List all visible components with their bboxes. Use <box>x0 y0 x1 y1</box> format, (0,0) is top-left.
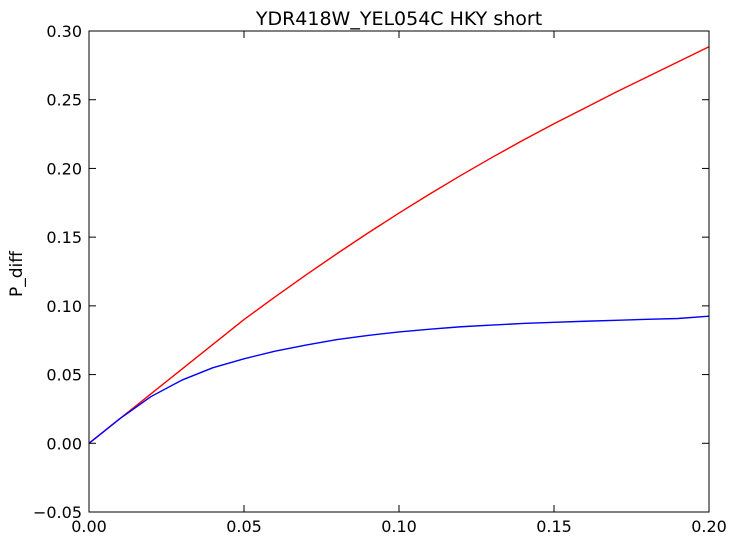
tick-labels-layer: 0.00 0.05 0.10 0.15 0.20−0.050.000.050.100.1… <box>33 22 727 536</box>
y-tick-label: 0.15 <box>46 228 82 247</box>
y-tick-label: −0.05 <box>33 503 82 522</box>
y-tick-label: 0.30 <box>46 22 82 41</box>
series-layer <box>88 46 710 444</box>
y-axis-label: P_diff <box>7 250 27 297</box>
y-tick-label: 0.00 <box>46 434 82 453</box>
x-tick-label: 0.05 <box>226 517 262 536</box>
series-line-2 <box>88 315 710 444</box>
y-tick-label: 0.20 <box>46 159 82 178</box>
x-tick-label: 0.15 <box>536 517 572 536</box>
plot-area <box>88 46 710 444</box>
x-tick-label: 0.00 <box>71 517 107 536</box>
series-line-1 <box>88 46 710 444</box>
chart-title: YDR418W_YEL054C HKY short <box>255 8 542 30</box>
y-tick-label: 0.25 <box>46 91 82 110</box>
y-tick-label: 0.10 <box>46 297 82 316</box>
ticks-layer <box>88 30 710 513</box>
x-tick-label: 0.10 <box>381 517 417 536</box>
plot-frame <box>88 30 710 513</box>
y-tick-label: 0.05 <box>46 366 82 385</box>
x-tick-label: 0.20 <box>691 517 727 536</box>
